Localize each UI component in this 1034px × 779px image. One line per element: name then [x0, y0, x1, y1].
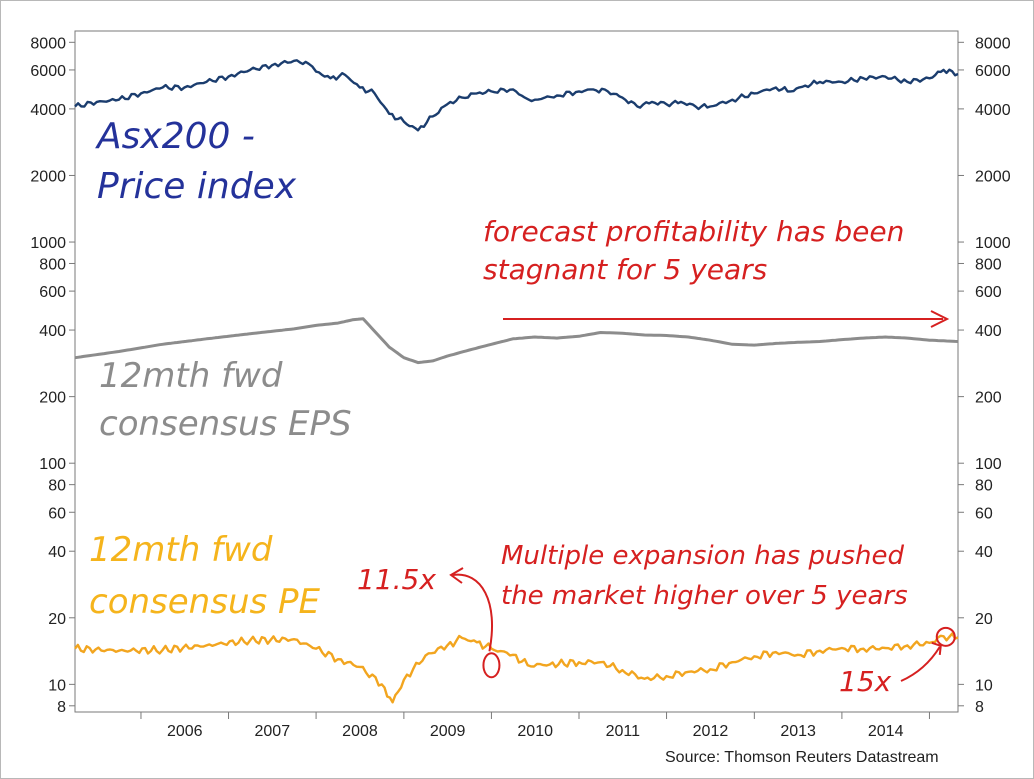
y-tick-label-right: 400 — [975, 323, 1002, 340]
y-tick-label-left: 100 — [39, 456, 66, 473]
annotation-layer: Asx200 - Price index 12mth fwd consensus EP… — [89, 116, 956, 698]
stagnant-arrow-head — [930, 310, 950, 328]
y-tick-label-right: 40 — [975, 544, 993, 561]
series-layer — [74, 59, 959, 704]
x-tick-label: 2010 — [517, 723, 553, 740]
y-tick-label-left: 8000 — [30, 35, 66, 52]
pe-end-arrow — [900, 646, 941, 682]
eps-label-line-1: 12mth fwd — [99, 356, 283, 396]
x-tick-label: 2006 — [167, 723, 203, 740]
y-tick-label-right: 6000 — [975, 63, 1011, 80]
pe-end-arrowhead — [931, 641, 942, 655]
y-tick-label-right: 600 — [975, 284, 1002, 301]
y-tick-label-right: 1000 — [975, 235, 1011, 252]
x-tick-label: 2008 — [342, 723, 378, 740]
y-tick-label-right: 60 — [975, 505, 993, 522]
x-tick-label: 2014 — [868, 723, 904, 740]
x-axis: 2006 2007 2008 2009 2010 2011 2012 2013 2014 — [140, 712, 930, 740]
eps-label-line-2: consensus EPS — [99, 404, 352, 444]
profitability-note-line-2: stagnant for 5 years — [483, 253, 767, 286]
y-tick-label-left: 600 — [39, 284, 66, 301]
source-note: Source: Thomson Reuters Datastream — [665, 749, 939, 766]
pe-start-arrowhead — [449, 567, 464, 584]
y-tick-label-left: 60 — [48, 505, 66, 522]
y-axis: 8000 6000 4000 2000 1000 800 600 400 200 100 80 60 4… — [30, 35, 1010, 715]
y-tick-label-right: 20 — [975, 611, 993, 628]
pe-start-label-line-1: 11.5x — [357, 563, 436, 596]
y-tick-label-left: 80 — [48, 478, 66, 495]
x-tick-label: 2011 — [606, 723, 641, 740]
pe-label-line-1: 12mth fwd — [89, 530, 273, 570]
y-tick-label-right: 8 — [975, 699, 984, 716]
multiple-note-line-2: the market higher over 5 years — [501, 581, 908, 611]
y-tick-label-left: 20 — [48, 611, 66, 628]
y-tick-label-right: 10 — [975, 677, 993, 694]
pe-start-circle — [482, 652, 501, 679]
y-tick-label-right: 4000 — [975, 102, 1011, 119]
y-tick-label-left: 1000 — [30, 235, 66, 252]
y-tick-label-left: 800 — [39, 256, 66, 273]
pe-end-circle — [935, 626, 956, 647]
y-tick-label-left: 40 — [48, 544, 66, 561]
asx-label-line-1: Asx200 - — [95, 116, 255, 157]
asx200-line — [74, 59, 959, 132]
pe-end-label-line-1: 15x — [839, 665, 892, 698]
x-tick-label: 2009 — [430, 723, 466, 740]
plot-area-border — [74, 30, 959, 713]
y-tick-label-left: 8 — [57, 699, 66, 716]
eps-line — [74, 317, 959, 365]
profitability-note-line-1: forecast profitability has been — [483, 215, 904, 248]
x-tick-label: 2012 — [693, 723, 729, 740]
y-tick-label-right: 80 — [975, 478, 993, 495]
y-tick-label-left: 10 — [48, 677, 66, 694]
plot-frame — [74, 30, 959, 713]
y-tick-label-left: 400 — [39, 323, 66, 340]
y-tick-label-left: 6000 — [30, 63, 66, 80]
x-tick-label: 2013 — [780, 723, 816, 740]
pe-label-line-2: consensus PE — [89, 582, 321, 622]
pe-start-arrow — [452, 573, 494, 652]
y-tick-label-left: 200 — [39, 390, 66, 407]
asx-label-line-2: Price index — [97, 166, 297, 207]
y-tick-label-left: 4000 — [30, 102, 66, 119]
y-tick-label-right: 800 — [975, 256, 1002, 273]
y-tick-label-right: 2000 — [975, 168, 1011, 185]
pe-line — [74, 632, 959, 704]
y-tick-label-left: 2000 — [30, 168, 66, 185]
multiple-note-line-1: Multiple expansion has pushed — [501, 541, 904, 571]
y-tick-label-right: 200 — [975, 390, 1002, 407]
y-tick-label-right: 8000 — [975, 35, 1011, 52]
x-tick-label: 2007 — [255, 723, 291, 740]
y-tick-label-right: 100 — [975, 456, 1002, 473]
